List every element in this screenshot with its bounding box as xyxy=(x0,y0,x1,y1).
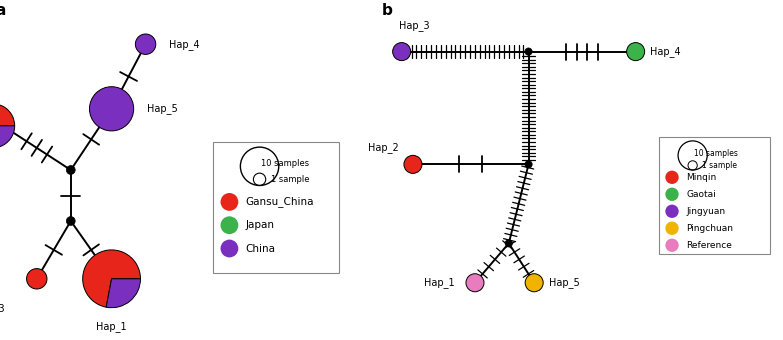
Text: Jingyuan: Jingyuan xyxy=(687,207,726,216)
Circle shape xyxy=(89,87,134,131)
Circle shape xyxy=(67,217,75,225)
Text: b: b xyxy=(382,3,393,18)
Text: Gaotai: Gaotai xyxy=(687,190,716,199)
Circle shape xyxy=(666,171,679,184)
Text: Hap_4: Hap_4 xyxy=(651,46,681,57)
Circle shape xyxy=(666,205,679,218)
Wedge shape xyxy=(83,250,140,307)
Circle shape xyxy=(505,240,512,247)
Text: Hap_5: Hap_5 xyxy=(147,103,178,114)
Circle shape xyxy=(67,166,75,174)
FancyBboxPatch shape xyxy=(213,142,339,273)
Wedge shape xyxy=(0,104,15,139)
Circle shape xyxy=(666,239,679,252)
Circle shape xyxy=(27,269,47,289)
Circle shape xyxy=(221,216,238,234)
Wedge shape xyxy=(106,279,140,308)
Text: a: a xyxy=(0,3,6,18)
Text: Pingchuan: Pingchuan xyxy=(687,224,734,233)
Text: Hap_4: Hap_4 xyxy=(169,39,200,50)
Text: Reference: Reference xyxy=(687,241,732,250)
Text: Hap_3: Hap_3 xyxy=(0,303,5,313)
Circle shape xyxy=(221,193,238,211)
Text: 10 samples: 10 samples xyxy=(694,149,738,158)
Circle shape xyxy=(221,240,238,257)
FancyBboxPatch shape xyxy=(659,137,770,254)
Circle shape xyxy=(466,274,484,292)
Text: Japan: Japan xyxy=(246,220,275,230)
Circle shape xyxy=(404,155,422,173)
Text: Hap_1: Hap_1 xyxy=(96,321,127,332)
Text: China: China xyxy=(246,243,276,254)
Circle shape xyxy=(525,161,532,168)
Text: Minqin: Minqin xyxy=(687,173,716,182)
Text: Hap_2: Hap_2 xyxy=(367,142,399,153)
Circle shape xyxy=(525,48,532,55)
Text: Hap_3: Hap_3 xyxy=(399,20,430,31)
Text: Gansu_China: Gansu_China xyxy=(246,197,314,207)
Circle shape xyxy=(525,274,543,292)
Text: Hap_5: Hap_5 xyxy=(549,277,579,288)
Text: 1 sample: 1 sample xyxy=(702,161,737,170)
Circle shape xyxy=(135,34,156,54)
Circle shape xyxy=(666,222,679,235)
Circle shape xyxy=(392,42,411,61)
Wedge shape xyxy=(0,126,15,147)
Text: 10 samples: 10 samples xyxy=(262,159,309,168)
Circle shape xyxy=(626,42,644,61)
Text: 1 sample: 1 sample xyxy=(271,175,310,184)
Text: Hap_1: Hap_1 xyxy=(424,277,455,288)
Circle shape xyxy=(666,188,679,201)
